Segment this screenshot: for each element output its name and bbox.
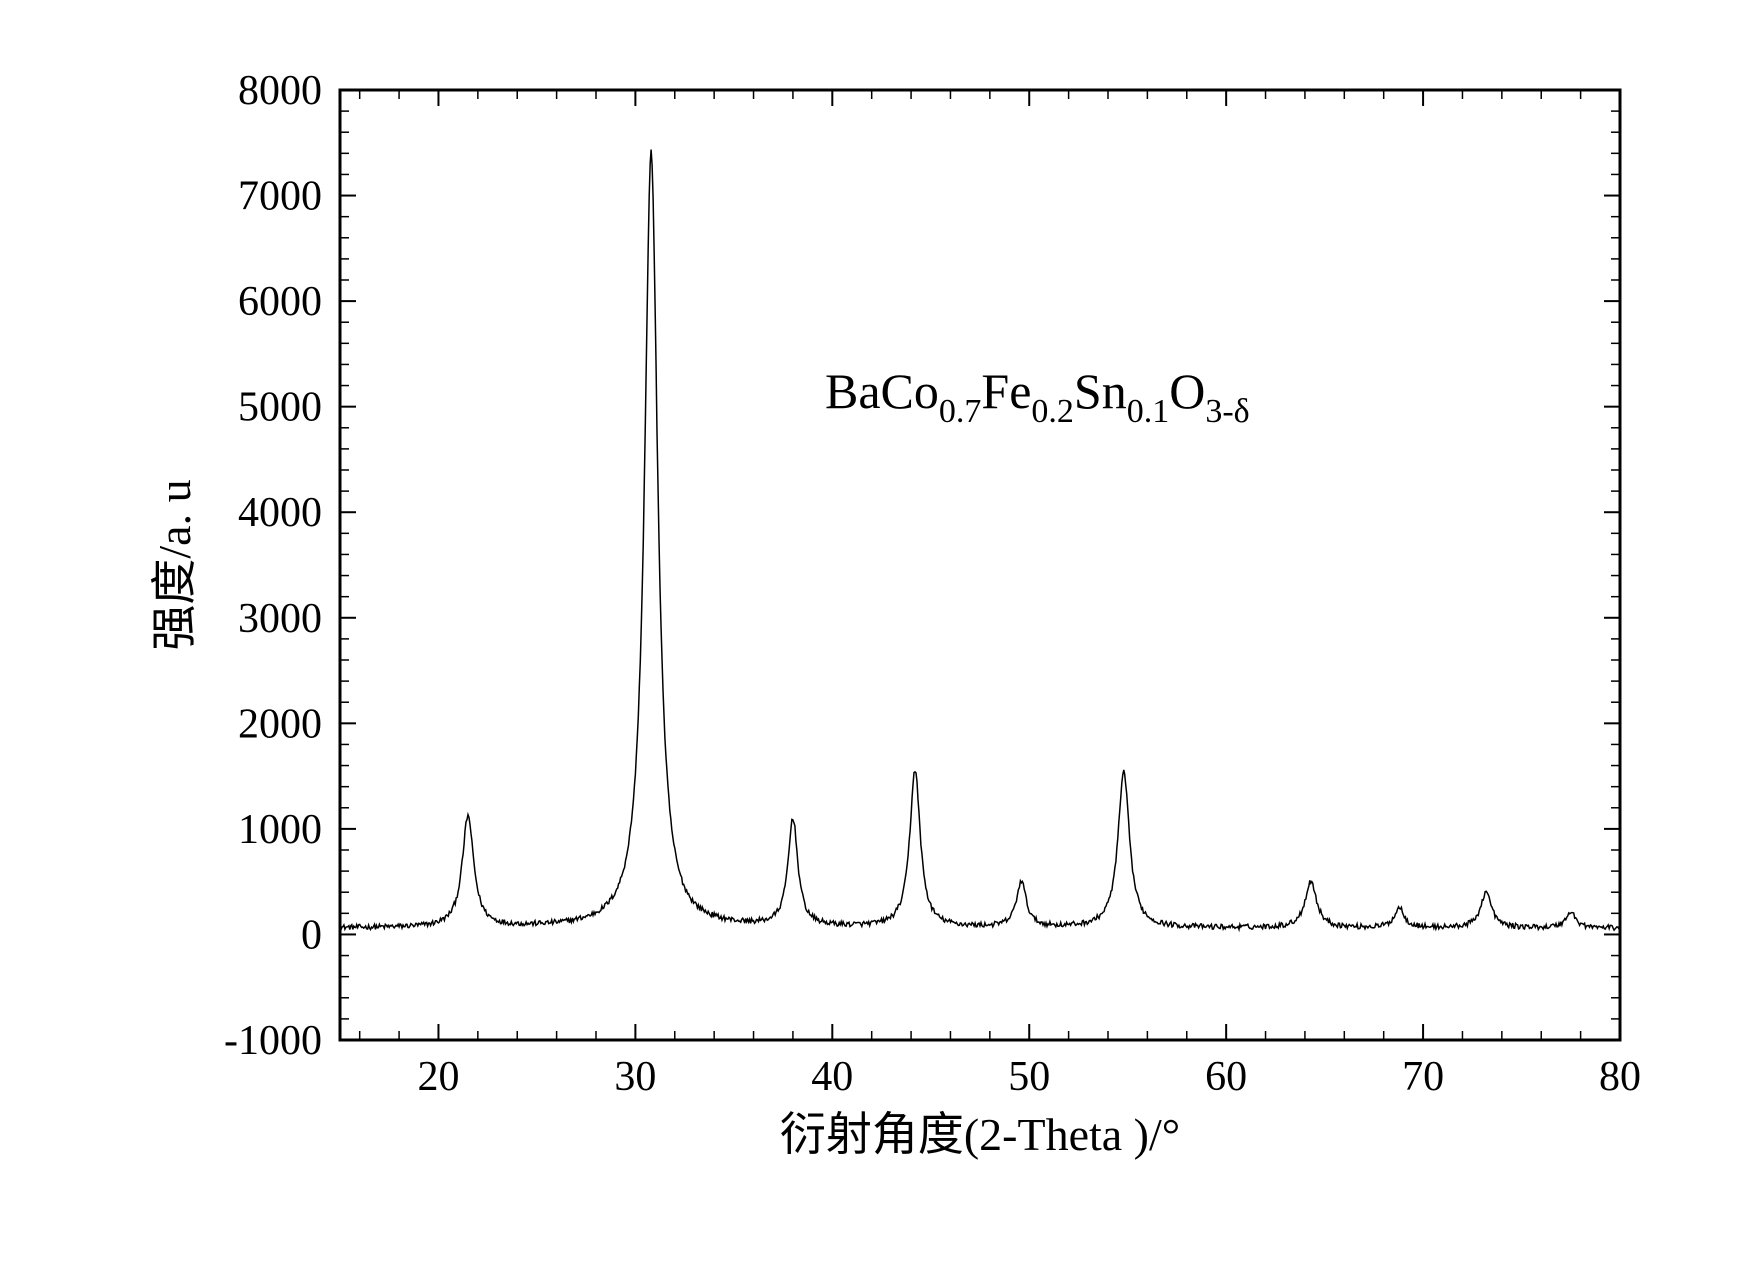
xrd-data-line <box>340 150 1620 931</box>
y-tick-label: 4000 <box>238 490 322 536</box>
formula-label: BaCo0.7Fe0.2Sn0.1O3-δ <box>825 363 1250 430</box>
y-tick-label: 8000 <box>238 68 322 114</box>
y-tick-label: 0 <box>301 912 322 958</box>
x-tick-label: 70 <box>1402 1054 1444 1100</box>
xrd-chart: 20 30 40 50 60 70 80 -1000 0 1000 2000 3000 4000 5000… <box>80 40 1680 1240</box>
y-tick-label: 5000 <box>238 385 322 431</box>
y-tick-label: 1000 <box>238 807 322 853</box>
y-tick-label: -1000 <box>224 1018 322 1064</box>
y-axis-label: 强度/a. u <box>149 479 200 650</box>
plot-frame <box>340 90 1620 1040</box>
x-tick-label: 60 <box>1205 1054 1247 1100</box>
x-axis-label: 衍射角度(2-Theta )/° <box>780 1109 1180 1160</box>
y-tick-label: 7000 <box>238 174 322 220</box>
x-tick-label: 40 <box>811 1054 853 1100</box>
x-tick-label: 50 <box>1008 1054 1050 1100</box>
y-tick-label: 6000 <box>238 279 322 325</box>
y-tick-label: 2000 <box>238 701 322 747</box>
y-tick-label: 3000 <box>238 596 322 642</box>
x-tick-label: 20 <box>417 1054 459 1100</box>
x-tick-label: 30 <box>614 1054 656 1100</box>
chart-svg: 20 30 40 50 60 70 80 -1000 0 1000 2000 3000 4000 5000… <box>80 40 1680 1240</box>
x-tick-label: 80 <box>1599 1054 1641 1100</box>
